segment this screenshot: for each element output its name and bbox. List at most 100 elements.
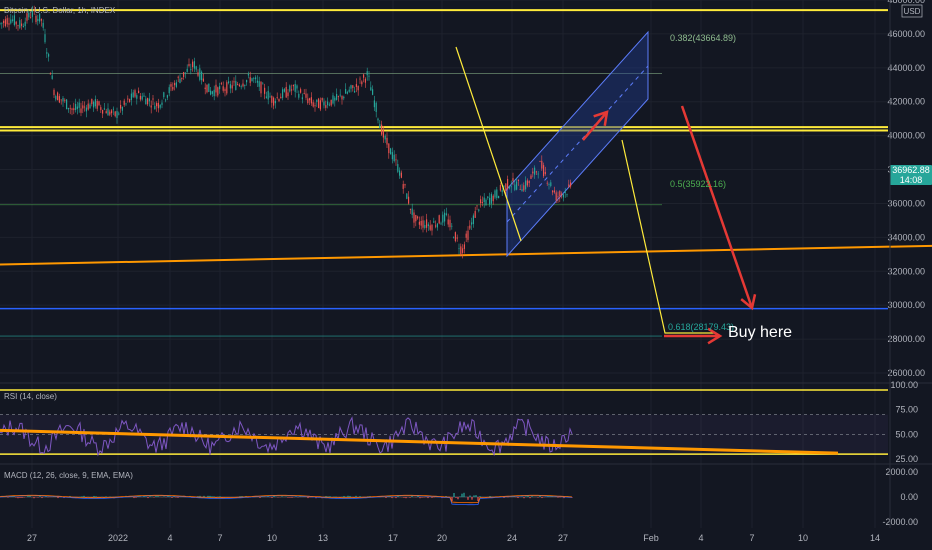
candle-body — [39, 13, 41, 22]
candle-body — [177, 76, 179, 78]
candle-body — [8, 23, 10, 25]
rsi-label: RSI (14, close) — [4, 392, 57, 401]
candle-body — [379, 124, 381, 129]
candle-body — [143, 95, 145, 97]
candle-body — [87, 103, 89, 110]
candle-body — [168, 87, 170, 94]
candle-body — [265, 96, 267, 98]
candle-body — [91, 98, 93, 105]
candle-body — [210, 90, 212, 95]
candle-body — [157, 102, 159, 109]
candle-body — [562, 194, 564, 198]
candle-body — [440, 223, 442, 225]
candle-body — [111, 110, 113, 114]
candle-body — [82, 105, 84, 109]
candle-body — [548, 184, 550, 185]
candle-body — [276, 97, 278, 98]
candle-body — [429, 225, 431, 230]
candle-body — [300, 89, 302, 93]
candle-body — [28, 12, 30, 18]
orange-trend-line[interactable] — [0, 244, 932, 266]
candle-body — [148, 98, 150, 102]
candle-body — [496, 189, 498, 198]
fib-projection-line[interactable] — [621, 139, 716, 334]
candle-body — [222, 86, 224, 91]
candle-body — [102, 110, 104, 114]
candle-body — [301, 97, 303, 100]
candle-body — [179, 78, 181, 83]
candle-body — [366, 71, 368, 76]
x-tick-label: 4 — [167, 533, 172, 543]
candle-body — [361, 81, 363, 85]
macd-tick-label: 0.00 — [900, 492, 918, 502]
candle-body — [134, 90, 136, 97]
candle-body — [35, 15, 37, 23]
x-tick-label: 20 — [437, 533, 447, 543]
x-tick-label: 14 — [870, 533, 880, 543]
rsi-trend-line[interactable] — [0, 428, 839, 455]
candle-body — [166, 95, 168, 98]
candle-body — [516, 181, 518, 190]
candle-body — [197, 72, 199, 76]
candle-body — [55, 96, 57, 100]
rsi-line — [0, 416, 573, 457]
macd-tick-label: -2000.00 — [882, 517, 918, 527]
candle-body — [123, 100, 125, 105]
candle-body — [512, 178, 514, 181]
candle-body — [404, 184, 406, 186]
candle-body — [537, 173, 539, 175]
y-tick-label: 32000.00 — [887, 266, 925, 276]
candle-body — [40, 18, 42, 21]
down-arrow-head — [740, 294, 757, 311]
down-arrow[interactable] — [680, 105, 757, 311]
candle-body — [267, 90, 269, 100]
candle-body — [534, 167, 536, 175]
up-arrow[interactable] — [582, 110, 609, 141]
candle-body — [332, 95, 334, 104]
candle-body — [454, 232, 456, 242]
candle-body — [526, 180, 528, 186]
candle-body — [528, 180, 530, 184]
candle-body — [363, 74, 365, 78]
fib-label-2: 0.618(28179.43) — [668, 322, 734, 332]
candle-body — [476, 205, 478, 207]
candle-body — [211, 91, 213, 94]
candle-body — [422, 220, 424, 228]
candle-body — [445, 213, 447, 215]
fib-swing-line[interactable] — [455, 46, 522, 242]
candle-body — [247, 74, 249, 76]
candle-body — [292, 84, 294, 87]
candle-body — [402, 184, 404, 189]
candle-body — [49, 72, 51, 75]
candle-body — [274, 100, 276, 104]
candle-body — [337, 95, 339, 97]
candle-body — [192, 61, 194, 68]
x-tick-label: 17 — [388, 533, 398, 543]
candle-body — [89, 104, 91, 109]
candle-body — [368, 75, 370, 77]
candle-body — [336, 93, 338, 100]
price-tag-value: 36962.88 — [892, 165, 930, 175]
candle-body — [377, 118, 379, 121]
candle-body — [307, 98, 309, 104]
candle-body — [541, 160, 543, 169]
candle-body — [325, 105, 327, 108]
symbol-title: Bitcoin / U.S. Dollar, 1h, INDEX — [4, 6, 116, 15]
candle-body — [395, 159, 397, 161]
candle-body — [10, 19, 12, 24]
candle-body — [12, 19, 14, 21]
candle-body — [226, 82, 228, 94]
candle-body — [255, 77, 257, 80]
candle-body — [487, 196, 489, 199]
candle-body — [494, 190, 496, 198]
candle-body — [305, 93, 307, 98]
candle-body — [163, 92, 165, 98]
candle-body — [501, 190, 503, 193]
candle-body — [409, 208, 411, 210]
candle-body — [318, 98, 320, 109]
buy-arrow[interactable] — [664, 327, 723, 345]
candle-body — [188, 63, 190, 66]
currency-label: USD — [904, 7, 921, 16]
candle-body — [465, 233, 467, 238]
